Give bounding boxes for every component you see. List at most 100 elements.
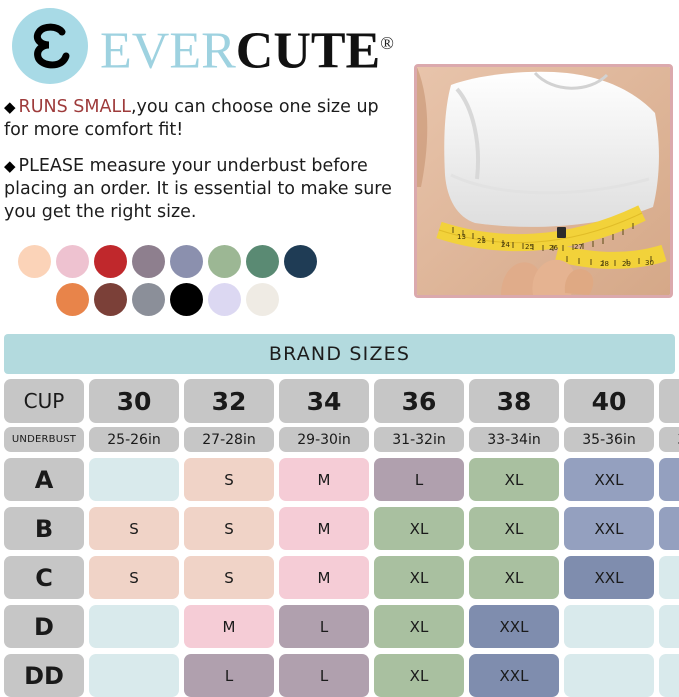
color-swatch[interactable] bbox=[18, 245, 51, 278]
header-underbust-29-30in: 29-30in bbox=[279, 427, 369, 452]
color-swatch[interactable] bbox=[208, 283, 241, 316]
header-size-32: 32 bbox=[184, 379, 274, 423]
header-underbust-label: UNDERBUST bbox=[4, 427, 84, 452]
color-swatch[interactable] bbox=[132, 245, 165, 278]
color-swatch[interactable] bbox=[170, 283, 203, 316]
shopping-notes: ◆ RUNS SMALL,you can choose one size up f… bbox=[4, 96, 404, 237]
svg-text:29: 29 bbox=[622, 260, 631, 268]
header-size-40: 40 bbox=[564, 379, 654, 423]
color-swatch[interactable] bbox=[246, 245, 279, 278]
color-swatch[interactable] bbox=[56, 245, 89, 278]
size-cell-empty bbox=[659, 556, 679, 599]
size-cell-M: M bbox=[184, 605, 274, 648]
header-cup-label: CUP bbox=[4, 379, 84, 423]
header-underbust-33-34in: 33-34in bbox=[469, 427, 559, 452]
size-cell-M: M bbox=[279, 556, 369, 599]
brand-wordmark: EVERCUTE® bbox=[100, 14, 394, 80]
color-swatch-group bbox=[0, 243, 400, 319]
size-cell-M: M bbox=[279, 507, 369, 550]
size-cell-L: L bbox=[374, 458, 464, 501]
size-cell-S: S bbox=[184, 507, 274, 550]
color-swatch[interactable] bbox=[94, 283, 127, 316]
size-cell-L: L bbox=[279, 654, 369, 697]
size-cell-L: L bbox=[279, 605, 369, 648]
swatch-row-primary bbox=[0, 243, 400, 281]
underbust-measurement-photo: 13 23 24 25 26 27 28 29 30 bbox=[414, 64, 673, 298]
brand-header: EVERCUTE® bbox=[0, 0, 679, 92]
color-swatch[interactable] bbox=[170, 245, 203, 278]
header-underbust-25-26in: 25-26in bbox=[89, 427, 179, 452]
size-cell-empty bbox=[659, 605, 679, 648]
size-cell-XXL: XXL bbox=[564, 458, 654, 501]
size-cell-XXL: XXL bbox=[469, 605, 559, 648]
header-size-34: 34 bbox=[279, 379, 369, 423]
size-cell-S: S bbox=[89, 507, 179, 550]
note-text: ,you can choose one size up for more com… bbox=[4, 97, 379, 140]
size-cell-XL: XL bbox=[374, 605, 464, 648]
row-label-cup-A: A bbox=[4, 458, 84, 501]
size-cell-XXL: XXL bbox=[564, 507, 654, 550]
note-measure-underbust: ◆ PLEASE measure your underbust before pl… bbox=[4, 155, 404, 224]
size-cell-XL: XL bbox=[374, 654, 464, 697]
header-size-30: 30 bbox=[89, 379, 179, 423]
size-cell-S: S bbox=[184, 556, 274, 599]
svg-text:24: 24 bbox=[501, 241, 510, 249]
wordmark-ever: EVER bbox=[100, 22, 236, 80]
svg-text:27: 27 bbox=[574, 243, 583, 251]
size-cell-empty bbox=[564, 654, 654, 697]
size-cell-XXL: XXL bbox=[659, 458, 679, 501]
color-swatch[interactable] bbox=[246, 283, 279, 316]
svg-text:23: 23 bbox=[477, 237, 486, 245]
size-cell-M: M bbox=[279, 458, 369, 501]
note-text: PLEASE measure your underbust before pla… bbox=[4, 156, 392, 222]
note-runs-small: ◆ RUNS SMALL,you can choose one size up f… bbox=[4, 96, 404, 142]
header-size-38: 38 bbox=[469, 379, 559, 423]
header-size-42: 42 bbox=[659, 379, 679, 423]
header-size-36: 36 bbox=[374, 379, 464, 423]
size-cell-XL: XL bbox=[469, 507, 559, 550]
swatch-row-secondary bbox=[0, 281, 400, 319]
svg-text:28: 28 bbox=[600, 260, 609, 268]
table-row: ASMLXLXXLXXL bbox=[4, 458, 679, 501]
color-swatch[interactable] bbox=[284, 245, 317, 278]
row-label-cup-C: C bbox=[4, 556, 84, 599]
color-swatch[interactable] bbox=[56, 283, 89, 316]
svg-text:30: 30 bbox=[645, 259, 654, 267]
size-cell-S: S bbox=[184, 458, 274, 501]
epsilon-e-logo-icon bbox=[12, 8, 88, 84]
size-cell-empty bbox=[659, 654, 679, 697]
table-header-row-sizes: CUP 30323436384042 bbox=[4, 379, 679, 423]
wordmark-cute: CUTE bbox=[235, 22, 381, 80]
table-body: ASMLXLXXLXXLBSSMXLXLXXLXXLCSSMXLXLXXLDML… bbox=[4, 458, 679, 697]
row-label-cup-DD: DD bbox=[4, 654, 84, 697]
header-underbust-27-28in: 27-28in bbox=[184, 427, 274, 452]
size-cell-XXL: XXL bbox=[659, 507, 679, 550]
svg-text:13: 13 bbox=[457, 233, 466, 241]
header-underbust-35-36in: 35-36in bbox=[564, 427, 654, 452]
color-swatch[interactable] bbox=[132, 283, 165, 316]
size-cell-XL: XL bbox=[469, 556, 559, 599]
registered-trademark-icon: ® bbox=[380, 33, 394, 53]
row-label-cup-B: B bbox=[4, 507, 84, 550]
size-cell-empty bbox=[89, 654, 179, 697]
table-row: D M L XL XXL bbox=[4, 605, 679, 648]
color-swatch[interactable] bbox=[94, 245, 127, 278]
table-banner: BRAND SIZES bbox=[4, 334, 675, 374]
diamond-bullet-icon: ◆ bbox=[4, 157, 16, 175]
size-cell-L: L bbox=[184, 654, 274, 697]
header-underbust-37-38in: 37-38in bbox=[659, 427, 679, 452]
table-row: DD L L XL XXL bbox=[4, 654, 679, 697]
color-swatch[interactable] bbox=[208, 245, 241, 278]
size-cell-XXL: XXL bbox=[469, 654, 559, 697]
size-cell-empty bbox=[89, 458, 179, 501]
svg-text:26: 26 bbox=[549, 244, 558, 252]
row-label-cup-D: D bbox=[4, 605, 84, 648]
size-cell-XXL: XXL bbox=[564, 556, 654, 599]
size-cell-empty bbox=[89, 605, 179, 648]
header-underbust-31-32in: 31-32in bbox=[374, 427, 464, 452]
size-cell-empty bbox=[564, 605, 654, 648]
size-cell-XL: XL bbox=[374, 556, 464, 599]
table-header-row-underbust: UNDERBUST 25-26in 27-28in 29-30in 31-32in 33… bbox=[4, 427, 679, 452]
size-cell-XL: XL bbox=[469, 458, 559, 501]
table-row: BSSMXLXLXXLXXL bbox=[4, 507, 679, 550]
